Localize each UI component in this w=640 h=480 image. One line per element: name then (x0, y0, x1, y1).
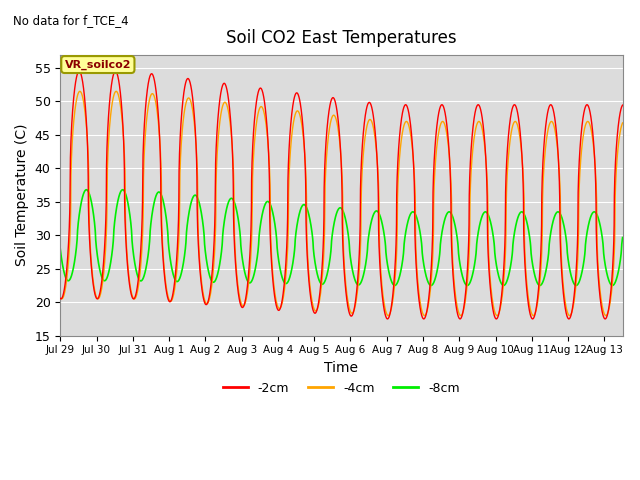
X-axis label: Time: Time (324, 361, 358, 375)
Text: VR_soilco2: VR_soilco2 (65, 60, 131, 70)
Y-axis label: Soil Temperature (C): Soil Temperature (C) (15, 124, 29, 266)
Legend: -2cm, -4cm, -8cm: -2cm, -4cm, -8cm (218, 377, 465, 400)
Title: Soil CO2 East Temperatures: Soil CO2 East Temperatures (226, 29, 457, 48)
Text: No data for f_TCE_4: No data for f_TCE_4 (13, 14, 129, 27)
